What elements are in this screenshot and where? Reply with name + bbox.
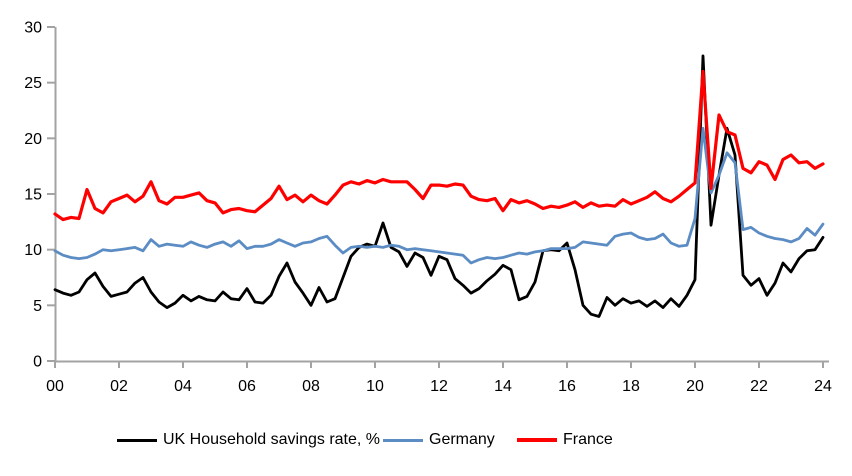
- x-tick-label: 18: [622, 378, 640, 395]
- legend-item-uk: UK Household savings rate, %: [117, 428, 380, 452]
- series-line-germany: [53, 126, 825, 265]
- x-tick-label: 00: [46, 378, 64, 395]
- x-tick-label: 14: [494, 378, 512, 395]
- series-line-france: [53, 69, 825, 222]
- plot-area: 0 5 10 15 20 25 30 00 02 04 06 08 10 12 14 16 18 20 22 24: [24, 20, 832, 396]
- y-tick-label: 5: [33, 298, 42, 315]
- x-tick-label: 12: [430, 378, 448, 395]
- x-tick-label: 08: [302, 378, 320, 395]
- y-tick-label: 20: [24, 131, 42, 148]
- x-tick-label: 24: [814, 378, 832, 395]
- y-tick-label: 25: [24, 75, 42, 92]
- legend-label-germany: Germany: [429, 431, 495, 448]
- x-tick-label: 16: [558, 378, 576, 395]
- germany-line-swatch: [383, 438, 423, 442]
- x-tick-label: 22: [750, 378, 768, 395]
- y-tick-label: 10: [24, 242, 42, 259]
- y-tick-label: 15: [24, 187, 42, 204]
- legend-label-uk: UK Household savings rate, %: [163, 431, 380, 448]
- uk-line-swatch: [117, 438, 157, 442]
- x-tick-label: 04: [174, 378, 192, 395]
- legend-item-france: France: [517, 428, 613, 452]
- y-tick-label: 30: [24, 20, 42, 37]
- y-tick-label: 0: [33, 354, 42, 371]
- legend-label-france: France: [563, 431, 613, 448]
- legend-item-germany: Germany: [383, 428, 495, 452]
- x-tick-label: 02: [110, 378, 128, 395]
- x-tick-label: 06: [238, 378, 256, 395]
- x-tick-label: 10: [366, 378, 384, 395]
- france-line-swatch: [517, 438, 557, 442]
- series-line-uk: [53, 54, 825, 318]
- legend: UK Household savings rate, % Germany Fra…: [0, 428, 852, 452]
- x-tick-label: 20: [686, 378, 704, 395]
